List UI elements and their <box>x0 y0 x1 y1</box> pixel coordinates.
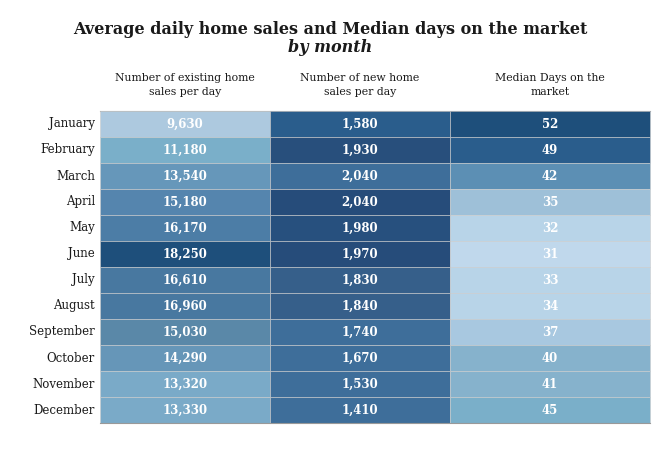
Bar <box>450 293 650 319</box>
Text: 32: 32 <box>542 222 558 235</box>
Text: Median Days on the
market: Median Days on the market <box>495 73 605 96</box>
Text: 1,740: 1,740 <box>342 326 378 338</box>
Bar <box>450 111 650 137</box>
Text: 35: 35 <box>542 196 558 208</box>
Text: 2,040: 2,040 <box>342 169 378 183</box>
Text: Average daily home sales and Median days on the market: Average daily home sales and Median days… <box>73 21 587 39</box>
Text: 2,040: 2,040 <box>342 196 378 208</box>
Bar <box>270 371 450 397</box>
Text: 37: 37 <box>542 326 558 338</box>
Bar <box>100 241 270 267</box>
Text: January: January <box>49 117 95 130</box>
Text: 16,170: 16,170 <box>162 222 207 235</box>
Text: 14,290: 14,290 <box>162 352 207 365</box>
Text: February: February <box>40 144 95 156</box>
Text: 52: 52 <box>542 117 558 130</box>
Text: 1,830: 1,830 <box>342 274 378 286</box>
Text: 13,330: 13,330 <box>162 404 207 416</box>
Text: July: July <box>73 274 95 286</box>
Text: December: December <box>34 404 95 416</box>
Text: 34: 34 <box>542 299 558 313</box>
Bar <box>270 293 450 319</box>
Text: 15,030: 15,030 <box>162 326 207 338</box>
Bar <box>100 111 270 137</box>
Text: August: August <box>53 299 95 313</box>
Text: 13,320: 13,320 <box>162 377 207 390</box>
Bar <box>270 241 450 267</box>
Bar <box>100 319 270 345</box>
Bar <box>450 319 650 345</box>
Bar <box>450 267 650 293</box>
Bar <box>450 371 650 397</box>
Text: 1,410: 1,410 <box>342 404 378 416</box>
Bar <box>450 397 650 423</box>
Bar <box>270 215 450 241</box>
Bar <box>270 319 450 345</box>
Bar <box>100 371 270 397</box>
Text: 18,250: 18,250 <box>162 247 207 260</box>
Bar <box>270 189 450 215</box>
Text: March: March <box>56 169 95 183</box>
Bar <box>270 111 450 137</box>
Bar <box>100 189 270 215</box>
Text: 1,930: 1,930 <box>342 144 378 156</box>
Text: 1,670: 1,670 <box>342 352 378 365</box>
Bar <box>450 345 650 371</box>
Text: Number of new home
sales per day: Number of new home sales per day <box>300 73 420 96</box>
Bar <box>270 137 450 163</box>
Bar <box>450 137 650 163</box>
Text: 1,530: 1,530 <box>342 377 378 390</box>
Bar <box>100 137 270 163</box>
Bar <box>450 241 650 267</box>
Text: April: April <box>66 196 95 208</box>
Text: 41: 41 <box>542 377 558 390</box>
Bar <box>270 397 450 423</box>
Text: May: May <box>69 222 95 235</box>
Text: Number of existing home
sales per day: Number of existing home sales per day <box>115 73 255 96</box>
Text: 1,980: 1,980 <box>342 222 378 235</box>
Text: 15,180: 15,180 <box>162 196 207 208</box>
Bar <box>100 345 270 371</box>
Text: 13,540: 13,540 <box>162 169 207 183</box>
Text: 1,580: 1,580 <box>342 117 378 130</box>
Text: by month: by month <box>288 39 372 56</box>
Bar <box>270 345 450 371</box>
Text: 45: 45 <box>542 404 558 416</box>
Bar <box>270 267 450 293</box>
Text: 16,610: 16,610 <box>162 274 207 286</box>
Text: June: June <box>68 247 95 260</box>
Bar <box>100 163 270 189</box>
Bar <box>270 163 450 189</box>
Text: November: November <box>32 377 95 390</box>
Text: 1,840: 1,840 <box>342 299 378 313</box>
Text: 42: 42 <box>542 169 558 183</box>
Text: 11,180: 11,180 <box>162 144 207 156</box>
Text: 33: 33 <box>542 274 558 286</box>
Text: 1,970: 1,970 <box>342 247 378 260</box>
Text: 40: 40 <box>542 352 558 365</box>
Text: October: October <box>47 352 95 365</box>
Bar <box>100 215 270 241</box>
Text: 31: 31 <box>542 247 558 260</box>
Text: September: September <box>29 326 95 338</box>
Bar <box>450 189 650 215</box>
Bar <box>100 267 270 293</box>
Bar <box>100 397 270 423</box>
Bar <box>450 215 650 241</box>
Text: 49: 49 <box>542 144 558 156</box>
Text: 9,630: 9,630 <box>166 117 203 130</box>
Bar <box>100 293 270 319</box>
Text: 16,960: 16,960 <box>162 299 207 313</box>
Bar <box>450 163 650 189</box>
